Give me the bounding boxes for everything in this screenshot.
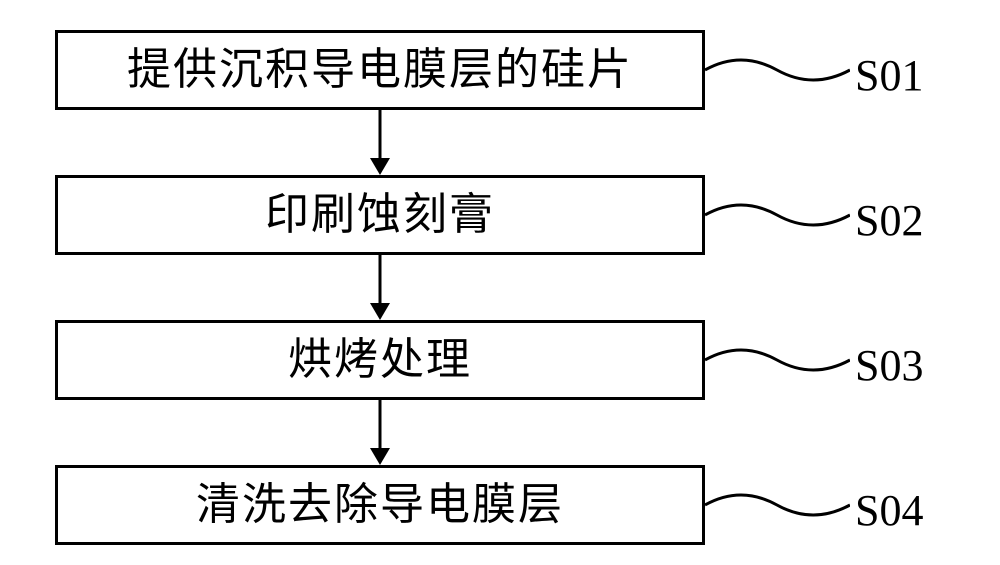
wavy-connector-1: [705, 50, 850, 90]
flow-node-1: 提供沉积导电膜层的硅片: [55, 30, 705, 110]
flow-node-2: 印刷蚀刻膏: [55, 175, 705, 255]
arrow-1-2: [360, 110, 400, 175]
wavy-connector-3: [705, 340, 850, 380]
flow-node-2-text: 印刷蚀刻膏: [265, 193, 495, 237]
wavy-connector-4: [705, 485, 850, 525]
flow-node-4: 清洗去除导电膜层: [55, 465, 705, 545]
flow-node-3: 烘烤处理: [55, 320, 705, 400]
flow-node-1-text: 提供沉积导电膜层的硅片: [127, 48, 633, 92]
wavy-connector-2: [705, 195, 850, 235]
flowchart-canvas: 提供沉积导电膜层的硅片 印刷蚀刻膏 烘烤处理 清洗去除导电膜层 S01 S02 …: [0, 0, 1000, 565]
step-label-1: S01: [855, 50, 923, 101]
flow-node-4-text: 清洗去除导电膜层: [196, 483, 564, 527]
step-label-4: S04: [855, 485, 923, 536]
step-label-3: S03: [855, 340, 923, 391]
flow-node-3-text: 烘烤处理: [288, 338, 472, 382]
arrow-2-3: [360, 255, 400, 320]
arrow-3-4: [360, 400, 400, 465]
step-label-2: S02: [855, 195, 923, 246]
